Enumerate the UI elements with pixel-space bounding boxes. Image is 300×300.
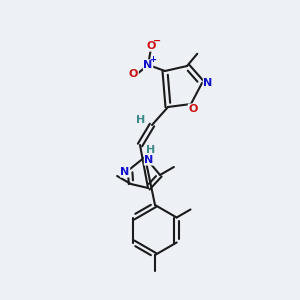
Text: O: O [188, 104, 198, 114]
Text: O: O [146, 41, 155, 51]
Text: N: N [120, 167, 130, 177]
Text: −: − [153, 36, 161, 46]
Text: N: N [144, 155, 154, 165]
Text: O: O [129, 70, 138, 80]
Text: +: + [150, 55, 157, 64]
Text: H: H [136, 115, 146, 125]
Text: H: H [146, 145, 156, 155]
Text: N: N [143, 60, 153, 70]
Text: N: N [203, 78, 213, 88]
